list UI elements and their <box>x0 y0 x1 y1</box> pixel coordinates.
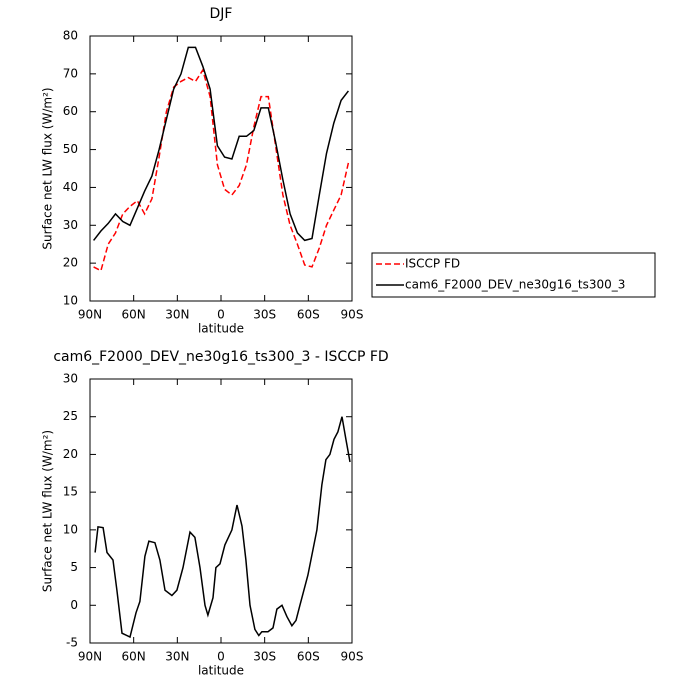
x-tick-label: 30S <box>253 308 276 322</box>
x-tick-label: 30N <box>165 650 189 664</box>
y-tick-label: 60 <box>63 104 78 118</box>
x-axis-label: latitude <box>198 664 244 678</box>
data-line <box>94 416 351 639</box>
y-tick-label: 20 <box>63 256 78 270</box>
chart-title: DJF <box>210 6 233 22</box>
y-axis-label: Surface net LW flux (W/m²) <box>41 87 55 249</box>
y-tick-label: 70 <box>63 66 78 80</box>
y-tick-label: 30 <box>63 372 78 386</box>
data-line <box>93 68 350 272</box>
plot-frame <box>89 35 353 302</box>
x-tick-label: 30N <box>165 308 189 322</box>
x-tick-label: 90S <box>341 308 364 322</box>
y-tick-label: 0 <box>70 598 78 612</box>
x-tick-label: 60N <box>122 650 146 664</box>
chart-title: cam6_F2000_DEV_ne30g16_ts300_3 - ISCCP F… <box>53 349 388 365</box>
y-tick-label: 15 <box>63 485 78 499</box>
y-tick-label: 50 <box>63 142 78 156</box>
legend-label: cam6_F2000_DEV_ne30g16_ts300_3 <box>405 278 625 292</box>
x-tick-label: 90S <box>341 650 364 664</box>
y-tick-label: 80 <box>63 29 78 43</box>
y-tick-label: 20 <box>63 447 78 461</box>
x-tick-label: 60S <box>297 650 320 664</box>
y-tick-label: 10 <box>63 522 78 536</box>
x-tick-label: 90N <box>78 308 102 322</box>
x-tick-label: 60N <box>122 308 146 322</box>
x-tick-label: 90N <box>78 650 102 664</box>
data-line <box>93 46 349 242</box>
y-tick-label: 40 <box>63 180 78 194</box>
x-tick-label: 0 <box>217 650 225 664</box>
plot-frame <box>89 378 353 644</box>
y-tick-label: 30 <box>63 218 78 232</box>
legend-box <box>371 252 656 298</box>
y-tick-label: 5 <box>70 560 78 574</box>
legend-label: ISCCP FD <box>405 257 460 271</box>
y-tick-label: 25 <box>63 409 78 423</box>
y-tick-label: 10 <box>63 294 78 308</box>
y-tick-label: -5 <box>66 636 78 650</box>
y-axis-label: Surface net LW flux (W/m²) <box>41 430 55 592</box>
x-axis-label: latitude <box>198 322 244 336</box>
x-tick-label: 30S <box>253 650 276 664</box>
x-tick-label: 0 <box>217 308 225 322</box>
x-tick-label: 60S <box>297 308 320 322</box>
